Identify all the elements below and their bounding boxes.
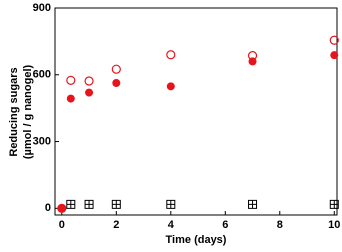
plot-frame [54,7,338,216]
point [57,203,67,213]
point [329,35,339,45]
x-tick-label: 10 [328,219,340,231]
point [84,199,94,209]
x-axis-label: Time (days) [166,234,227,246]
point [66,75,76,85]
point [247,51,258,61]
y-tick-label: 900 [33,2,51,14]
y-tick-label: 0 [45,202,51,214]
point [248,199,258,209]
x-tick-label: 2 [113,219,119,231]
point [111,64,121,74]
point [57,204,66,213]
point [166,82,175,91]
y-tick-label: 600 [33,69,51,81]
point [66,199,76,209]
point [85,88,94,97]
point [111,199,121,209]
x-tick-label: 0 [59,219,65,231]
point [84,76,94,86]
point [329,199,339,209]
point [112,79,121,88]
x-tick-label: 6 [222,219,228,231]
x-tick-label: 8 [277,219,283,231]
x-tick-label: 4 [168,219,175,231]
y-tick-label: 300 [33,135,51,147]
y-axis-label: (µmol / g nanogel) [22,65,34,160]
point [330,51,339,60]
y-axis-label: Reducing sugars [8,67,20,156]
point [166,50,176,60]
point [66,94,75,103]
point [166,199,176,209]
